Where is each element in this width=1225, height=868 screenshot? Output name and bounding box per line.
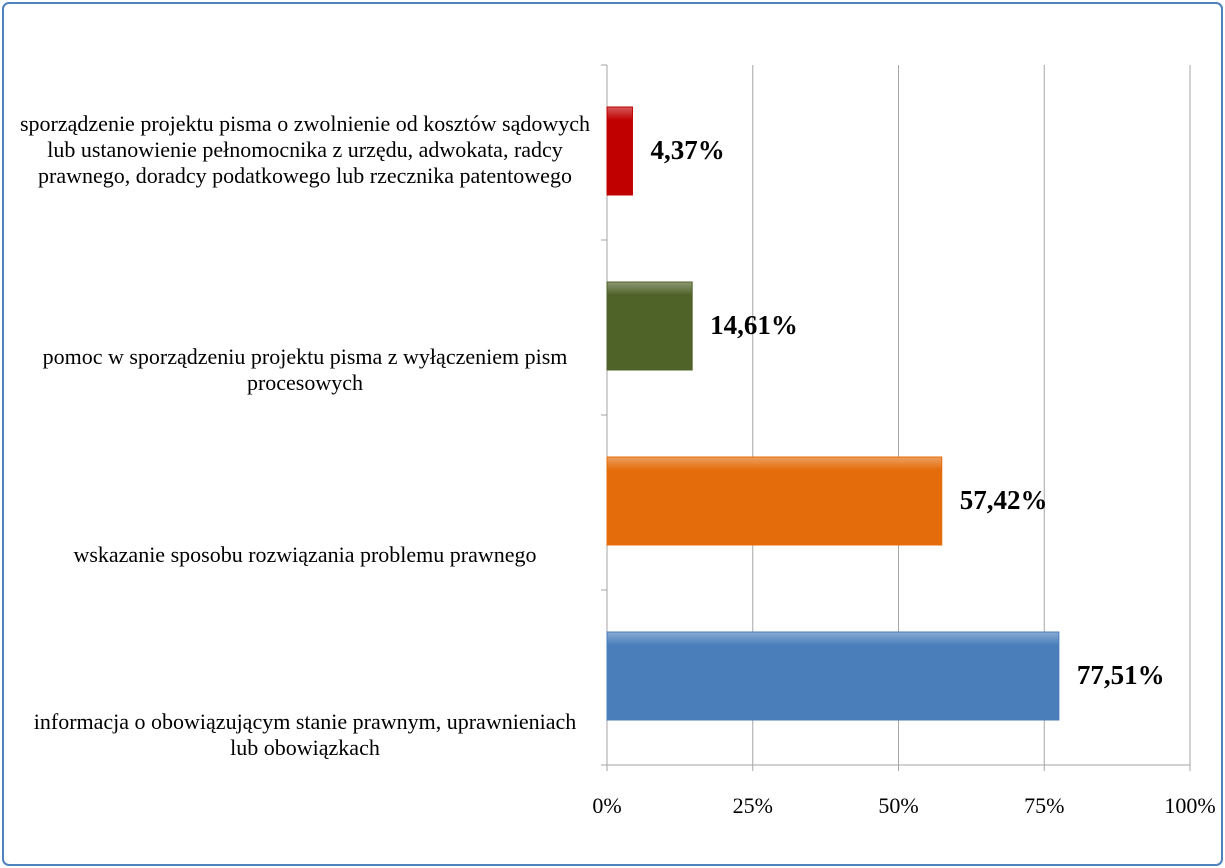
- y-tick-label: wskazanie sposobu rozwiązania problemu p…: [73, 542, 537, 567]
- plot: 0% 25% 50% 75% 100% sporządzenie projektu pis…: [20, 64, 1216, 818]
- x-tick-label: 100%: [1164, 793, 1215, 818]
- x-tick-label: 75%: [1024, 793, 1064, 818]
- bar: [606, 106, 633, 196]
- value-label: 77,51%: [1077, 660, 1165, 690]
- y-tick-label: sporządzenie projektu pisma o zwolnienie…: [20, 111, 590, 188]
- category-label-box: informacja o obowiązującym stanie prawny…: [33, 709, 577, 760]
- y-tick-label: pomoc w sporządzeniu projektu pisma z wy…: [42, 344, 568, 395]
- bar: [606, 456, 943, 546]
- x-tick-label: 0%: [592, 793, 621, 818]
- bar: [606, 281, 693, 371]
- value-label: 14,61%: [710, 310, 798, 340]
- x-tick-label: 50%: [878, 793, 918, 818]
- value-label: 57,42%: [960, 485, 1048, 515]
- category-label-box: sporządzenie projektu pisma o zwolnienie…: [20, 111, 590, 188]
- category-label-box: wskazanie sposobu rozwiązania problemu p…: [73, 542, 537, 567]
- x-tick-label: 25%: [733, 793, 773, 818]
- category-label-box: pomoc w sporządzeniu projektu pisma z wy…: [42, 344, 568, 395]
- y-tick-label: informacja o obowiązującym stanie prawny…: [33, 709, 577, 760]
- value-label: 4,37%: [650, 135, 724, 165]
- bar: [606, 631, 1060, 721]
